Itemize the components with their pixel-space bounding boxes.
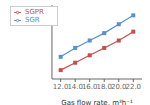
html-text:SGPR: SGPR [25,8,44,16]
svg-text:22.0: 22.0 [125,83,141,91]
svg-text:16.0: 16.0 [82,83,98,91]
svg-text:12.0: 12.0 [53,83,69,91]
svg-text:20.0: 20.0 [111,83,127,91]
svg-text:14.0: 14.0 [67,83,83,91]
svg-text:18.0: 18.0 [96,83,112,91]
html-text:SGR: SGR [25,16,40,24]
svg-text:Gas flow rate, m³h⁻¹: Gas flow rate, m³h⁻¹ [61,99,133,105]
